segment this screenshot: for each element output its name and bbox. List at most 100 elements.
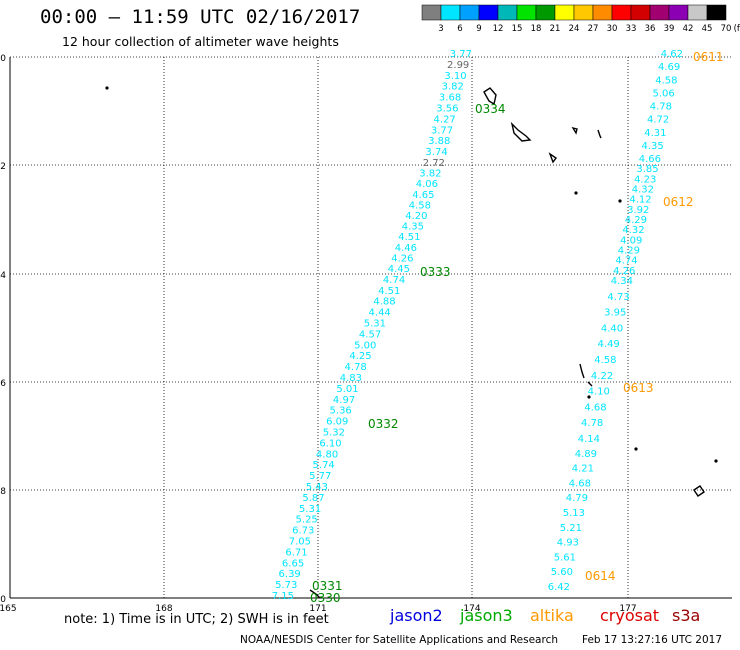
scale-swatch <box>440 4 461 21</box>
wave-height-value: 4.73 <box>607 292 629 303</box>
wave-height-value: 4.27 <box>434 114 456 125</box>
wave-height-value: 4.31 <box>644 128 666 139</box>
wave-height-value: 6.42 <box>548 582 570 593</box>
wave-height-value: 5.21 <box>560 523 582 534</box>
scale-swatch <box>497 4 518 21</box>
wave-height-value: 4.26 <box>613 266 635 277</box>
wave-height-value: 4.49 <box>598 339 620 350</box>
wave-height-value: 4.65 <box>412 190 434 201</box>
pass-time-label: 0613 <box>623 381 654 395</box>
lon-tick-label: 177 <box>619 604 636 614</box>
wave-height-value: 4.68 <box>569 478 591 489</box>
scale-tick-label: 70 <box>721 24 732 34</box>
pass-time-label: 0331 <box>312 579 343 593</box>
wave-height-value: 3.92 <box>627 205 649 216</box>
wave-height-value: 4.44 <box>369 308 391 319</box>
wave-height-value: 4.14 <box>578 434 600 445</box>
wave-height-value: 4.20 <box>405 211 427 222</box>
wave-height-value: 5.61 <box>554 552 576 563</box>
wave-height-value: 4.74 <box>383 275 405 286</box>
wave-height-value: 4.69 <box>658 62 680 73</box>
lat-tick-label: -4 <box>0 271 6 281</box>
lat-tick-label: -10 <box>0 595 6 605</box>
wave-height-value: 4.97 <box>333 395 355 406</box>
wave-height-value: 6.39 <box>279 569 301 580</box>
island-dot <box>634 447 638 451</box>
scale-tick-label: (ft) <box>734 24 740 34</box>
scale-tick-label: 30 <box>607 24 618 34</box>
wave-height-value: 7.05 <box>289 537 311 548</box>
scale-swatch <box>573 4 594 21</box>
island-dot <box>574 191 578 195</box>
scale-tick-label: 21 <box>550 24 561 34</box>
wave-height-value: 4.51 <box>378 286 400 297</box>
wave-height-value: 4.74 <box>615 256 637 267</box>
wave-height-value: 4.80 <box>316 449 338 460</box>
wave-height-value: 3.68 <box>439 93 461 104</box>
wave-height-value: 4.09 <box>620 235 642 246</box>
wave-height-value: 3.77 <box>431 125 453 136</box>
wave-height-value: 6.10 <box>319 438 341 449</box>
wave-height-value: 3.82 <box>419 169 441 180</box>
credit-line: NOAA/NESDIS Center for Satellite Applica… <box>240 634 558 646</box>
wave-height-value: 4.40 <box>601 323 623 334</box>
pass-time-label: 0611 <box>693 50 724 64</box>
lon-tick-label: 174 <box>463 604 480 614</box>
wave-height-value: 4.83 <box>340 373 362 384</box>
wave-height-value: 5.31 <box>299 504 321 515</box>
scale-swatch <box>516 4 537 21</box>
wave-height-value: 4.22 <box>591 371 613 382</box>
scale-swatch <box>421 4 442 21</box>
wave-height-value: 4.79 <box>566 493 588 504</box>
wave-height-value: 4.58 <box>655 75 677 86</box>
island-dot <box>714 459 718 463</box>
scale-tick-label: 36 <box>645 24 656 34</box>
island-dot <box>105 86 109 90</box>
wave-height-value: 5.43 <box>306 482 328 493</box>
wave-height-value: 3.95 <box>604 308 626 319</box>
wave-height-value: 3.85 <box>636 164 658 175</box>
scale-swatch <box>611 4 632 21</box>
wave-height-value: 4.72 <box>647 115 669 126</box>
wave-height-value: 2.72 <box>423 158 445 169</box>
island-outline <box>510 121 532 142</box>
scale-swatch <box>687 4 708 21</box>
wave-height-value: 5.73 <box>275 580 297 591</box>
scale-tick-label: 3 <box>438 24 443 34</box>
wave-height-value: 4.58 <box>594 355 616 366</box>
generated-timestamp: Feb 17 13:27:16 UTC 2017 <box>582 634 722 646</box>
wave-height-value: 4.35 <box>402 222 424 233</box>
lat-tick-label: 0 <box>0 54 6 64</box>
legend-s3a: s3a <box>672 606 701 625</box>
scale-tick-label: 6 <box>457 24 462 34</box>
wave-height-value: 7.15 <box>272 591 294 602</box>
wave-height-value: 4.21 <box>572 464 594 475</box>
wave-height-value: 4.78 <box>581 418 603 429</box>
scale-tick-label: 42 <box>683 24 694 34</box>
wave-height-value: 2.99 <box>447 60 469 71</box>
scale-swatch <box>668 4 689 21</box>
wave-height-value: 4.58 <box>409 200 431 211</box>
scale-swatch <box>478 4 499 21</box>
wave-height-value: 3.56 <box>436 104 458 115</box>
island-outline <box>587 381 593 387</box>
wave-height-value: 6.73 <box>292 526 314 537</box>
scale-tick-label: 18 <box>531 24 542 34</box>
wave-height-value: 4.88 <box>373 297 395 308</box>
wave-height-value: 4.57 <box>359 329 381 340</box>
scale-tick-label: 9 <box>476 24 481 34</box>
pass-time-label: 0614 <box>585 569 616 583</box>
wave-height-value: 3.82 <box>442 82 464 93</box>
wave-height-value: 5.01 <box>336 384 358 395</box>
pass-time-label: 0332 <box>368 417 399 431</box>
wave-height-value: 5.74 <box>313 460 335 471</box>
wave-height-value: 4.62 <box>661 49 683 60</box>
wave-height-value: 4.89 <box>575 449 597 460</box>
scale-tick-label: 12 <box>493 24 504 34</box>
lat-tick-label: -6 <box>0 379 6 389</box>
wave-height-value: 4.35 <box>641 141 663 152</box>
wave-height-value: 4.46 <box>395 243 417 254</box>
